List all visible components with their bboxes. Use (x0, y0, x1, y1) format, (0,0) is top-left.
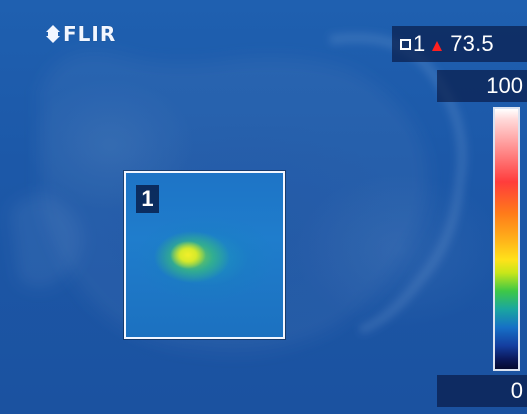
measurement-box[interactable]: 1 (123, 170, 286, 340)
flir-emblem-icon (46, 25, 60, 43)
flir-logo: FLIR (45, 22, 117, 46)
box-measure-icon (400, 38, 411, 50)
scale-min-label: 0 (437, 375, 527, 407)
scale-max-value: 100 (486, 73, 523, 98)
max-triangle-icon (432, 40, 443, 51)
measurement-value: 73.5 (450, 31, 494, 56)
scale-min-value: 0 (510, 378, 523, 403)
measurement-spot-id: 1 (413, 31, 426, 56)
color-scale-bar (493, 107, 520, 371)
scale-max-label: 100 (437, 70, 527, 102)
measurement-readout: 1 73.5 (392, 26, 527, 62)
logo-text: FLIR (63, 22, 117, 46)
measurement-box-label: 1 (136, 185, 159, 213)
